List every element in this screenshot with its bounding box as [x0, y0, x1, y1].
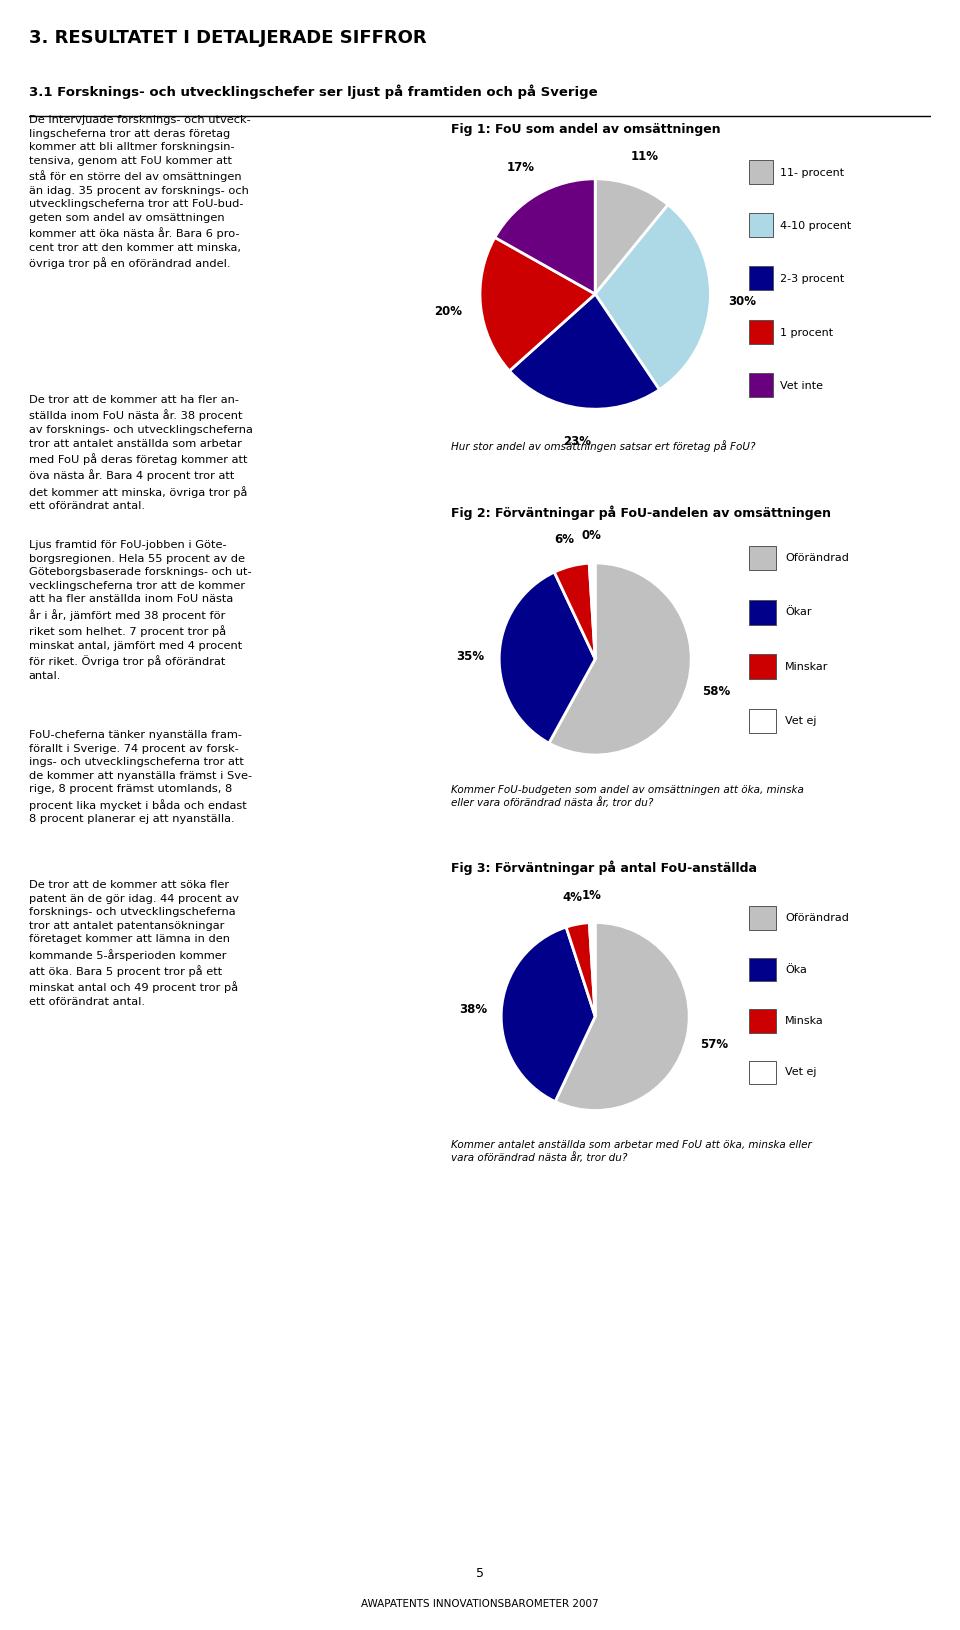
- Text: Vet ej: Vet ej: [785, 716, 817, 725]
- Text: Fig 2: Förväntningar på FoU-andelen av omsättningen: Fig 2: Förväntningar på FoU-andelen av o…: [451, 505, 831, 520]
- Text: 30%: 30%: [729, 295, 756, 308]
- FancyBboxPatch shape: [749, 267, 773, 292]
- Text: Öka: Öka: [785, 963, 807, 975]
- FancyBboxPatch shape: [749, 373, 773, 398]
- Wedge shape: [595, 179, 668, 295]
- Text: 6%: 6%: [554, 533, 574, 546]
- Text: 3. RESULTATET I DETALJERADE SIFFROR: 3. RESULTATET I DETALJERADE SIFFROR: [29, 29, 426, 47]
- Text: 4-10 procent: 4-10 procent: [780, 220, 852, 231]
- Text: Vet inte: Vet inte: [780, 381, 823, 391]
- Text: 4%: 4%: [563, 890, 583, 903]
- Text: Minska: Minska: [785, 1015, 824, 1025]
- Text: 23%: 23%: [563, 435, 591, 448]
- FancyBboxPatch shape: [749, 600, 777, 626]
- Wedge shape: [480, 238, 595, 372]
- Text: FoU-cheferna tänker nyanställa fram-
förallt i Sverige. 74 procent av forsk-
ing: FoU-cheferna tänker nyanställa fram- för…: [29, 730, 252, 823]
- Wedge shape: [501, 927, 595, 1102]
- Wedge shape: [589, 564, 595, 660]
- Text: Ökar: Ökar: [785, 606, 812, 618]
- Text: Oförändrad: Oförändrad: [785, 913, 850, 923]
- Text: 17%: 17%: [507, 161, 535, 174]
- Wedge shape: [589, 923, 595, 1017]
- Text: De tror att de kommer att söka fler
patent än de gör idag. 44 procent av
forskni: De tror att de kommer att söka fler pate…: [29, 880, 239, 1006]
- Text: De intervjuade forsknings- och utveck-
lingscheferna tror att deras företag
komm: De intervjuade forsknings- och utveck- l…: [29, 116, 251, 269]
- Wedge shape: [549, 564, 691, 756]
- Text: Fig 1: FoU som andel av omsättningen: Fig 1: FoU som andel av omsättningen: [451, 124, 721, 137]
- Wedge shape: [555, 923, 689, 1110]
- FancyBboxPatch shape: [749, 546, 777, 570]
- FancyBboxPatch shape: [749, 709, 777, 734]
- Text: 0%: 0%: [582, 528, 601, 541]
- Wedge shape: [494, 179, 595, 295]
- Text: 3.1 Forsknings- och utvecklingschefer ser ljust på framtiden och på Sverige: 3.1 Forsknings- och utvecklingschefer se…: [29, 85, 597, 99]
- FancyBboxPatch shape: [749, 1061, 777, 1084]
- Text: 58%: 58%: [702, 685, 731, 698]
- Wedge shape: [554, 564, 595, 660]
- Text: 35%: 35%: [456, 649, 485, 662]
- Text: Oförändrad: Oförändrad: [785, 553, 850, 562]
- Text: 1%: 1%: [582, 888, 601, 901]
- Text: 57%: 57%: [701, 1037, 729, 1050]
- Wedge shape: [510, 295, 660, 411]
- Text: Hur stor andel av omsättningen satsar ert företag på FoU?: Hur stor andel av omsättningen satsar er…: [451, 440, 756, 452]
- Text: 1 procent: 1 procent: [780, 328, 833, 337]
- Wedge shape: [595, 205, 710, 391]
- Text: Ljus framtid för FoU-jobben i Göte-
borgsregionen. Hela 55 procent av de
Götebor: Ljus framtid för FoU-jobben i Göte- borg…: [29, 540, 252, 680]
- FancyBboxPatch shape: [749, 906, 777, 931]
- Wedge shape: [566, 923, 595, 1017]
- FancyBboxPatch shape: [749, 958, 777, 981]
- FancyBboxPatch shape: [749, 160, 773, 184]
- Text: Kommer antalet anställda som arbetar med FoU att öka, minska eller
vara oförändr: Kommer antalet anställda som arbetar med…: [451, 1139, 812, 1162]
- Text: AWAPATENTS INNOVATIONSBAROMETER 2007: AWAPATENTS INNOVATIONSBAROMETER 2007: [361, 1597, 599, 1609]
- Text: 11%: 11%: [631, 150, 659, 163]
- FancyBboxPatch shape: [749, 1009, 777, 1033]
- Text: 20%: 20%: [435, 305, 463, 318]
- Text: 11- procent: 11- procent: [780, 168, 844, 178]
- Text: 2-3 procent: 2-3 procent: [780, 274, 844, 284]
- Text: 38%: 38%: [459, 1002, 488, 1015]
- Text: Kommer FoU-budgeten som andel av omsättningen att öka, minska
eller vara oföränd: Kommer FoU-budgeten som andel av omsättn…: [451, 784, 804, 807]
- Text: De tror att de kommer att ha fler an-
ställda inom FoU nästa år. 38 procent
av f: De tror att de kommer att ha fler an- st…: [29, 394, 252, 510]
- FancyBboxPatch shape: [749, 214, 773, 238]
- Text: 5: 5: [476, 1566, 484, 1579]
- FancyBboxPatch shape: [749, 321, 773, 344]
- Text: Minskar: Minskar: [785, 662, 828, 672]
- Text: Vet ej: Vet ej: [785, 1066, 817, 1077]
- FancyBboxPatch shape: [749, 655, 777, 680]
- Text: Fig 3: Förväntningar på antal FoU-anställda: Fig 3: Förväntningar på antal FoU-anstäl…: [451, 859, 757, 874]
- Wedge shape: [499, 572, 595, 743]
